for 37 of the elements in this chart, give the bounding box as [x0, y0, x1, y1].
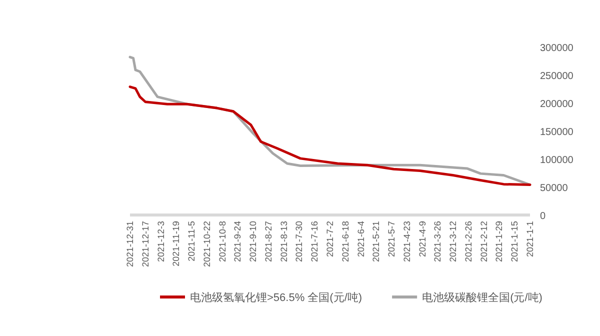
x-tick-label: 2021-5-7 — [386, 221, 397, 258]
x-tick-label: 2021-7-30 — [294, 221, 304, 262]
x-tick-label: 2021-6-4 — [356, 221, 366, 258]
legend-label: 电池级氢氧化锂>56.5% 全国(元/吨) — [190, 291, 362, 304]
y-tick-label: 0 — [540, 211, 546, 222]
x-tick-label: 2021-9-10 — [248, 221, 258, 262]
x-tick-label: 2021-12-17 — [140, 221, 150, 268]
x-tick-label: 2021-4-9 — [417, 221, 428, 258]
x-tick-label: 2021-7-2 — [325, 221, 335, 258]
x-tick-label: 2021-2-12 — [478, 221, 489, 262]
y-tick-label: 100000 — [540, 155, 574, 166]
x-tick-label: 2021-2-26 — [463, 221, 474, 262]
x-tick-label: 2021-9-24 — [232, 221, 243, 262]
x-tick-label: 2021-12-3 — [156, 221, 166, 262]
x-tick-label: 2021-4-23 — [402, 221, 412, 262]
x-tick-label: 2021-8-27 — [263, 221, 274, 262]
legend-label: 电池级碳酸锂全国(元/吨) — [422, 291, 542, 304]
x-tick-label: 2021-11-19 — [171, 221, 182, 266]
x-tick-label: 2021-8-13 — [278, 221, 289, 262]
y-tick-label: 200000 — [540, 99, 574, 110]
y-tick-label: 50000 — [540, 183, 568, 194]
x-tick-label: 2021-3-26 — [432, 221, 443, 262]
x-tick-label: 2021-10-8 — [217, 221, 228, 262]
x-tick-label: 2021-12-31 — [125, 221, 135, 268]
x-tick-label: 2021-3-12 — [448, 221, 458, 262]
x-tick-label: 2021-1-29 — [494, 221, 504, 262]
x-tick-label: 2021-1-1 — [525, 221, 535, 258]
y-tick-label: 150000 — [540, 127, 574, 138]
x-tick-label: 2021-7-16 — [310, 221, 320, 262]
x-tick-label: 2021-6-18 — [340, 221, 350, 262]
x-tick-label: 2021-5-21 — [371, 221, 382, 262]
y-tick-label: 300000 — [540, 43, 574, 54]
x-tick-label: 2021-10-22 — [202, 221, 212, 268]
y-tick-label: 250000 — [540, 71, 574, 82]
x-tick-label: 2021-1-15 — [510, 221, 520, 262]
x-tick-label: 2021-11-5 — [186, 221, 197, 262]
line-series — [128, 86, 532, 186]
